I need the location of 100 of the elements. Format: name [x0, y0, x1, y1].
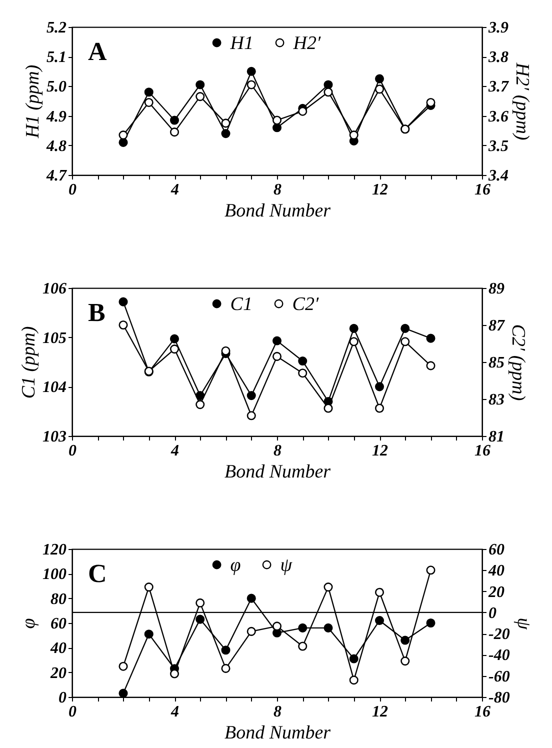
y-tick-label: 80	[50, 590, 66, 608]
point	[196, 598, 205, 608]
y-tick-label: 106	[42, 280, 66, 298]
y-tick-label: 5.2	[46, 20, 66, 36]
point	[118, 138, 128, 147]
point	[426, 618, 436, 628]
y-axis-title: φ	[18, 618, 40, 629]
point	[426, 98, 436, 107]
y2-tick-label: -40	[488, 647, 510, 664]
point	[196, 400, 205, 410]
y2-tick-label: 3.7	[488, 78, 510, 96]
x-tick-label: 4	[170, 704, 179, 720]
point	[221, 646, 230, 655]
point	[400, 636, 410, 645]
point	[374, 616, 384, 626]
point	[374, 74, 384, 84]
y2-tick-label: 3.6	[488, 108, 508, 126]
point	[246, 391, 256, 400]
y-tick-label: 104	[42, 379, 66, 396]
x-tick-label: 4	[170, 182, 179, 198]
point	[298, 642, 308, 651]
y-tick-label: 105	[42, 330, 66, 347]
x-tick-label: 8	[274, 442, 282, 460]
point	[170, 344, 180, 354]
y-tick-label: 60	[50, 616, 66, 632]
y-tick-label: 5.1	[46, 49, 66, 66]
point	[196, 80, 205, 90]
point	[272, 123, 282, 132]
y-tick-label: 4.8	[46, 138, 66, 155]
point	[426, 361, 436, 370]
annotation: C	[88, 559, 107, 588]
annotation: B	[88, 298, 106, 327]
point	[144, 582, 154, 592]
y2-tick-label: 3.8	[488, 49, 508, 66]
x-tick-label: 4	[170, 442, 179, 460]
x-tick-label: 12	[372, 704, 388, 720]
y2-tick-label: 87	[488, 318, 506, 334]
point	[118, 688, 128, 698]
point	[349, 676, 358, 685]
y2-tick-label: 85	[488, 354, 504, 372]
y2-tick-label: 3.5	[488, 138, 508, 155]
point	[349, 654, 358, 664]
y2-axis-title: C2′ (ppm)	[508, 324, 528, 401]
annotation: A	[88, 37, 107, 66]
legend-label: H2′	[292, 32, 322, 54]
point	[349, 337, 358, 346]
point	[324, 404, 333, 413]
y2-axis-title: ψ	[512, 618, 534, 631]
y-tick-label: 4.9	[46, 108, 66, 126]
legend-label: C2′	[292, 294, 320, 315]
legend-label: φ	[230, 554, 241, 576]
legend-label: ψ	[280, 554, 294, 576]
y-tick-label: 5.0	[46, 78, 66, 96]
y2-tick-label: 81	[488, 428, 504, 446]
point	[246, 594, 256, 603]
point	[272, 352, 282, 361]
y2-tick-label: -20	[488, 626, 510, 644]
point	[272, 622, 282, 631]
point	[246, 80, 256, 90]
point	[170, 116, 180, 125]
x-axis-title: Bond Number	[224, 462, 332, 482]
x-tick-label: 16	[474, 182, 490, 198]
y-tick-label: 4.7	[46, 168, 68, 184]
point	[400, 337, 410, 346]
point	[246, 411, 256, 420]
legend-label: C1	[230, 294, 252, 315]
point	[221, 664, 230, 673]
y-tick-label: 103	[42, 428, 66, 446]
point	[170, 334, 180, 344]
y-tick-label: 40	[50, 640, 66, 658]
point	[170, 128, 180, 137]
legend-label: H1	[229, 32, 254, 54]
point	[221, 118, 230, 128]
point	[272, 116, 282, 125]
y2-tick-label: -60	[488, 668, 510, 686]
x-tick-label: 8	[274, 704, 282, 720]
y2-tick-label: 3.9	[488, 20, 508, 36]
y-tick-label: 120	[42, 542, 66, 558]
point	[324, 623, 333, 632]
y2-tick-label: -80	[488, 690, 510, 706]
y2-tick-label: 3.4	[488, 168, 508, 184]
y-tick-label: 20	[50, 664, 66, 682]
point	[400, 324, 410, 333]
point	[118, 662, 128, 671]
point	[196, 614, 205, 624]
point	[298, 368, 308, 378]
point	[374, 84, 384, 94]
point	[246, 626, 256, 636]
y2-tick-label: 40	[488, 562, 504, 580]
point	[246, 66, 256, 76]
y2-tick-label: 83	[488, 392, 504, 408]
y-tick-label: 100	[42, 566, 66, 584]
point	[144, 630, 154, 639]
point	[298, 356, 308, 366]
x-tick-label: 12	[372, 442, 388, 460]
y2-tick-label: 20	[488, 584, 504, 601]
point	[400, 656, 410, 666]
point	[298, 623, 308, 632]
point	[324, 582, 333, 592]
y-axis-title: H1 (ppm)	[22, 64, 44, 140]
